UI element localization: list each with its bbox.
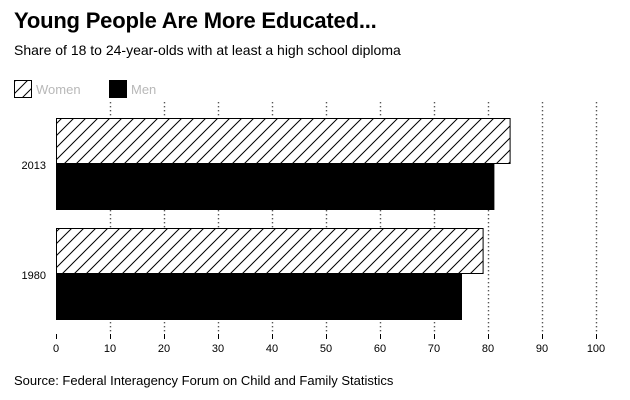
x-axis: 0 10 20 30 40 50 60 70 80 90 100 xyxy=(53,334,605,355)
x-tick-label: 20 xyxy=(158,343,170,355)
x-tick-label: 100 xyxy=(587,343,605,355)
chart-subtitle: Share of 18 to 24-year-olds with at leas… xyxy=(14,42,401,58)
category-label-2013: 2013 xyxy=(22,160,46,172)
x-tick-label: 90 xyxy=(536,343,548,355)
x-tick-label: 10 xyxy=(104,343,116,355)
bar-women-1980 xyxy=(56,228,484,274)
x-tick-label: 30 xyxy=(212,343,224,355)
x-tick-label: 40 xyxy=(266,343,278,355)
bar-women-2013 xyxy=(56,118,511,164)
category-labels: 2013 1980 xyxy=(22,160,46,282)
x-tick-label: 70 xyxy=(428,343,440,355)
chart-title: Young People Are More Educated... xyxy=(14,8,377,33)
legend-label-men: Men xyxy=(131,82,156,97)
x-tick-label: 60 xyxy=(374,343,386,355)
x-tick-label: 80 xyxy=(482,343,494,355)
bar-men-1980 xyxy=(56,274,462,320)
source-note: Source: Federal Interagency Forum on Chi… xyxy=(14,373,394,388)
bar-men-2013 xyxy=(56,164,495,210)
bars xyxy=(56,118,511,320)
legend-label-women: Women xyxy=(36,82,81,97)
x-tick-label: 50 xyxy=(320,343,332,355)
legend: Women Men xyxy=(14,80,156,98)
legend-swatch-women xyxy=(14,80,32,98)
category-label-1980: 1980 xyxy=(22,270,46,282)
x-tick-label: 0 xyxy=(53,343,59,355)
legend-swatch-men xyxy=(109,80,127,98)
